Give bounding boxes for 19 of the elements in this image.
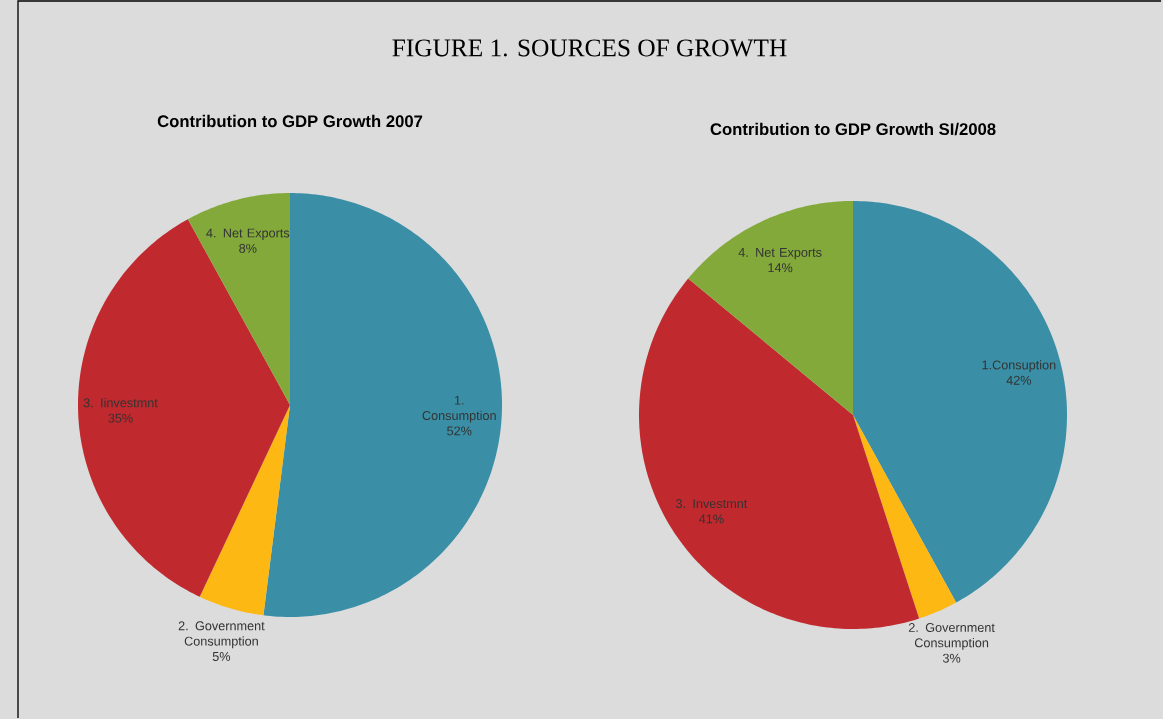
data-label: 52% [447, 426, 472, 436]
data-label: 35% [108, 413, 133, 423]
slice-label: 2. Government Consumption [908, 623, 995, 650]
data-label: 3% [942, 653, 961, 663]
slice-label: 3. Investmnt [675, 499, 748, 509]
data-label: 14% [768, 263, 793, 273]
slice-label: 1.Consuption [982, 360, 1056, 372]
slice-label: 1. Consumption [422, 395, 496, 423]
data-label: 41% [699, 514, 724, 524]
slice-label: 4. Net Exports [206, 228, 290, 240]
chart-title: Contribution to GDP Growth SI/2008 [710, 122, 996, 136]
slice-label: 3. Iinvestmnt [83, 398, 158, 408]
data-label: 5% [212, 652, 231, 661]
data-label: 42% [1006, 375, 1032, 385]
data-label: 8% [239, 243, 257, 253]
slice-label: 4. Net Exports [738, 248, 822, 260]
slice-label: 2. Government Consumption [178, 621, 265, 649]
text: FIGURE 1. SOURCES OF GROWTH [392, 39, 787, 57]
chart-title: Contribution to GDP Growth 2007 [157, 114, 423, 128]
